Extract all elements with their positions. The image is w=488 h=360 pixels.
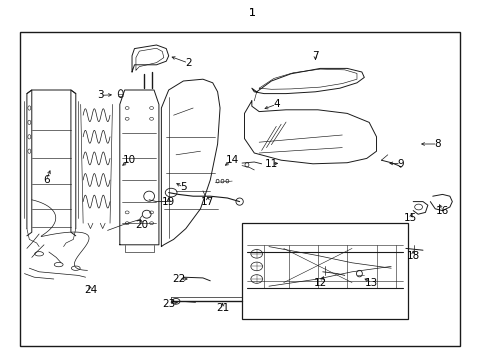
- Text: 21: 21: [215, 303, 229, 313]
- Bar: [242, 223, 407, 319]
- Text: 20: 20: [135, 220, 148, 230]
- Text: 14: 14: [225, 155, 239, 165]
- Text: 6: 6: [43, 175, 50, 185]
- Text: 8: 8: [433, 139, 440, 149]
- Text: 22: 22: [171, 274, 185, 284]
- Text: 1: 1: [248, 8, 255, 18]
- Text: 15: 15: [403, 213, 417, 223]
- Text: 10: 10: [123, 155, 136, 165]
- Text: 4: 4: [272, 99, 279, 109]
- Text: 2: 2: [184, 58, 191, 68]
- Text: 16: 16: [435, 206, 448, 216]
- Text: 11: 11: [264, 159, 278, 169]
- Text: 1: 1: [248, 8, 255, 18]
- Text: 24: 24: [83, 285, 97, 295]
- Text: 5: 5: [180, 182, 186, 192]
- Text: 13: 13: [364, 278, 378, 288]
- Text: 19: 19: [162, 197, 175, 207]
- Text: 23: 23: [162, 299, 175, 309]
- Text: 18: 18: [406, 251, 419, 261]
- Text: 12: 12: [313, 278, 326, 288]
- Bar: [20, 32, 459, 346]
- Text: 17: 17: [201, 197, 214, 207]
- Text: 9: 9: [397, 159, 404, 169]
- Text: 7: 7: [311, 51, 318, 61]
- Text: 3: 3: [97, 90, 103, 100]
